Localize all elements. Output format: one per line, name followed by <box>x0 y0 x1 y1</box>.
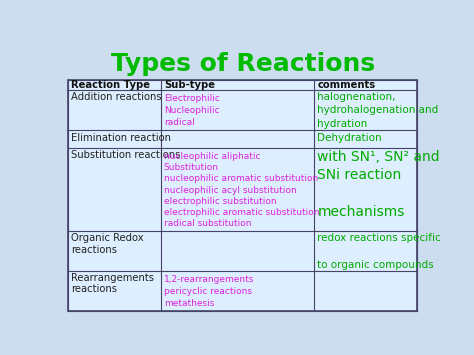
Text: radical substitution: radical substitution <box>164 219 251 228</box>
Text: Types of Reactions: Types of Reactions <box>111 52 375 76</box>
Text: Addition reactions: Addition reactions <box>72 92 162 102</box>
Text: pericyclic reactions: pericyclic reactions <box>164 286 252 296</box>
Text: Dehydration: Dehydration <box>318 133 382 143</box>
Text: Sub-type: Sub-type <box>164 80 215 90</box>
Text: halognenation,
hydrohalogenation and
hydration: halognenation, hydrohalogenation and hyd… <box>318 92 438 129</box>
Text: Elimination reaction: Elimination reaction <box>72 133 172 143</box>
Text: nucleophilic aliphatic: nucleophilic aliphatic <box>164 152 260 161</box>
Text: with SN¹, SN² and
SNi reaction

mechanisms: with SN¹, SN² and SNi reaction mechanism… <box>318 150 440 219</box>
Text: Substitution reactions: Substitution reactions <box>72 150 181 160</box>
Text: Organic Redox
reactions: Organic Redox reactions <box>72 233 144 255</box>
Text: nucleophilic acyl substitution: nucleophilic acyl substitution <box>164 186 297 195</box>
Text: Reaction Type: Reaction Type <box>72 80 150 90</box>
Bar <box>68 80 418 311</box>
Text: electrophilic aromatic substitution: electrophilic aromatic substitution <box>164 208 319 217</box>
Text: radical: radical <box>164 118 195 127</box>
Text: 1,2-rearrangements: 1,2-rearrangements <box>164 274 254 284</box>
Text: redox reactions specific

to organic compounds: redox reactions specific to organic comp… <box>318 233 441 270</box>
Text: Substitution: Substitution <box>164 163 219 172</box>
Text: comments: comments <box>318 80 375 90</box>
Text: Electrophilic: Electrophilic <box>164 94 220 103</box>
Text: electrophilic substitution: electrophilic substitution <box>164 197 276 206</box>
Text: Nucleophilic: Nucleophilic <box>164 106 219 115</box>
Text: nucleophilic aromatic substitution: nucleophilic aromatic substitution <box>164 174 318 183</box>
Text: Rearrangements
reactions: Rearrangements reactions <box>72 273 155 294</box>
Text: metathesis: metathesis <box>164 299 214 307</box>
